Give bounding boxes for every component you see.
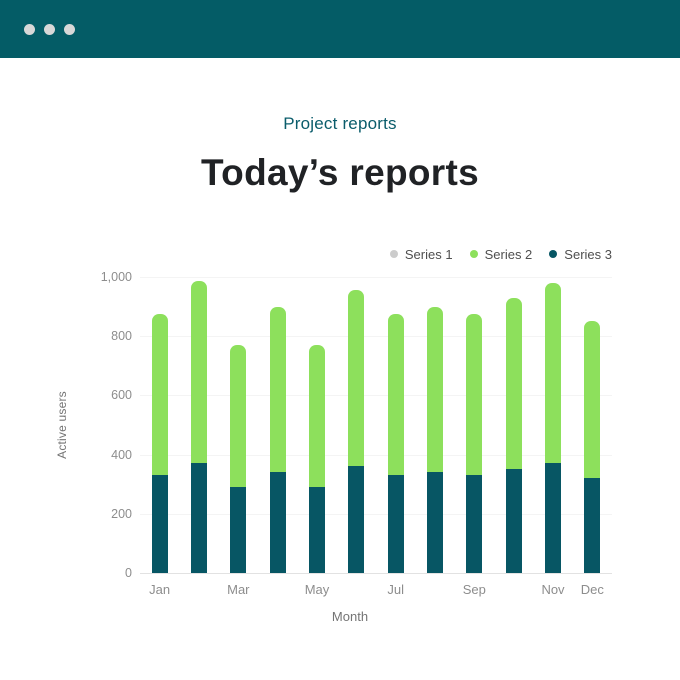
bar-oct[interactable] [505, 297, 522, 573]
bar-segment-series-3[interactable] [309, 487, 325, 573]
bar-jun[interactable] [348, 290, 365, 573]
bar-segment-series-2[interactable] [230, 345, 247, 488]
x-tick-label-dec: Dec [580, 582, 604, 597]
x-tick-label-may: May [304, 582, 330, 597]
gridline-400 [140, 454, 612, 456]
bar-segment-series-3[interactable] [269, 472, 286, 573]
x-tick-label-jan: Jan [149, 582, 171, 597]
bar-segment-series-2[interactable] [427, 306, 443, 473]
gridline-200 [140, 513, 612, 515]
bar-sep[interactable] [466, 314, 483, 573]
bar-segment-series-2[interactable] [269, 306, 286, 473]
bar-segment-series-2[interactable] [309, 345, 325, 488]
bar-segment-series-3[interactable] [584, 478, 601, 573]
legend-item-series-1[interactable]: Series 1 [389, 246, 453, 262]
gridline-0 [140, 573, 612, 574]
bar-may[interactable] [309, 345, 325, 573]
bar-segment-series-3[interactable] [387, 475, 404, 573]
bar-segment-series-2[interactable] [151, 314, 168, 476]
x-axis-title: Month [331, 609, 369, 624]
legend-label: Series 3 [564, 246, 612, 262]
x-tick-label-jul: Jul [387, 582, 404, 597]
bar-segment-series-2[interactable] [545, 282, 561, 464]
chart-legend: Series 1 Series 2 Series 3 [389, 246, 612, 262]
legend-label: Series 2 [484, 246, 533, 262]
y-tick-label: 600 [111, 388, 132, 403]
x-tick-label-sep: Sep [462, 582, 486, 597]
window-control-dot[interactable] [24, 23, 35, 35]
bar-apr[interactable] [269, 306, 286, 573]
bar-segment-series-3[interactable] [427, 472, 443, 573]
bar-segment-series-2[interactable] [387, 314, 404, 476]
bar-segment-series-3[interactable] [545, 463, 561, 573]
window-titlebar [0, 0, 680, 58]
x-tick-label-nov: Nov [541, 582, 565, 597]
legend-label: Series 1 [404, 246, 453, 262]
gridline-600 [140, 395, 612, 397]
x-tick-label-mar: Mar [227, 582, 250, 597]
bar-segment-series-3[interactable] [151, 475, 168, 573]
y-tick-label: 0 [125, 566, 132, 580]
legend-dot-icon [469, 250, 478, 258]
bar-jul[interactable] [387, 314, 404, 573]
bar-mar[interactable] [230, 345, 247, 573]
bar-segment-series-2[interactable] [584, 321, 601, 479]
page-eyebrow: Project reports [283, 114, 397, 133]
legend-item-series-2[interactable]: Series 2 [469, 246, 533, 262]
bar-nov[interactable] [545, 282, 561, 573]
y-tick-label: 400 [111, 447, 132, 462]
bar-segment-series-2[interactable] [505, 297, 522, 470]
window-control-dot[interactable] [44, 23, 55, 35]
bar-feb[interactable] [191, 281, 207, 573]
bar-segment-series-2[interactable] [466, 314, 483, 476]
bar-dec[interactable] [584, 321, 601, 573]
bar-jan[interactable] [151, 314, 168, 573]
stacked-bar-chart: Series 1 Series 2 Series 3 Active users Mo… [55, 247, 612, 624]
window-control-dot[interactable] [64, 23, 75, 35]
bar-segment-series-3[interactable] [230, 487, 247, 573]
bar-segment-series-3[interactable] [348, 466, 365, 573]
bar-segment-series-3[interactable] [505, 469, 522, 573]
bar-segment-series-2[interactable] [348, 290, 365, 467]
y-tick-label: 1,000 [100, 270, 132, 284]
bar-aug[interactable] [427, 306, 443, 573]
bar-segment-series-3[interactable] [466, 475, 483, 573]
y-tick-label: 200 [111, 506, 132, 521]
bar-segment-series-2[interactable] [191, 281, 207, 464]
page-title: Today’s reports [201, 152, 479, 193]
bar-segment-series-3[interactable] [191, 463, 207, 573]
legend-dot-icon [549, 250, 558, 258]
gridline-1000 [140, 277, 612, 278]
legend-dot-icon [389, 250, 398, 258]
legend-item-series-3[interactable]: Series 3 [549, 247, 612, 262]
gridline-800 [140, 336, 612, 338]
y-tick-label: 800 [111, 329, 132, 344]
